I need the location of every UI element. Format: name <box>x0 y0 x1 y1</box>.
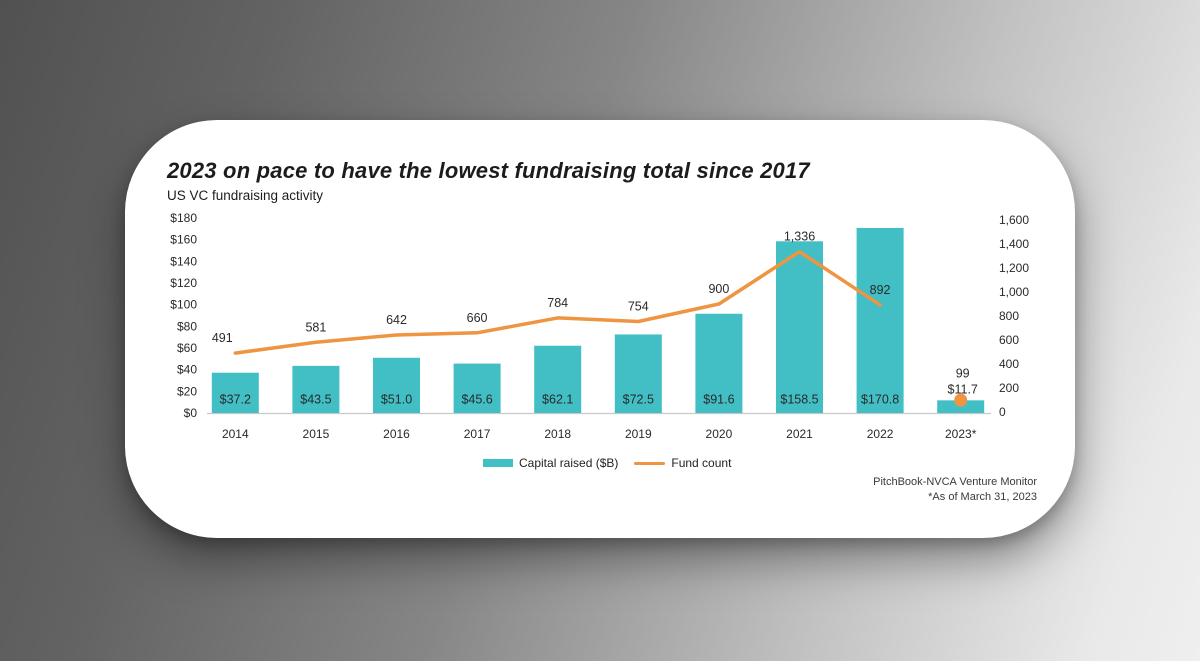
fund-count-label: 660 <box>467 311 488 325</box>
right-axis-tick: 0 <box>999 405 1006 419</box>
left-axis-tick: $40 <box>177 363 197 377</box>
chart-plot-area: $0 $20 $40 $60 $80 $100 $120 $140 $160 $180 0 200 40… <box>170 211 1029 441</box>
capital-raised-swatch <box>483 459 513 467</box>
x-axis-label-2021: 2021 <box>786 427 813 441</box>
chart-subtitle: US VC fundraising activity <box>167 188 324 203</box>
left-axis-tick: $0 <box>184 406 198 420</box>
fund-count-line <box>233 249 882 355</box>
bar-2016 <box>373 357 420 413</box>
right-axis-tick: 1,200 <box>999 261 1029 275</box>
right-axis-tick: 600 <box>999 333 1019 347</box>
bar-2018 <box>534 345 582 413</box>
left-axis-tick: $60 <box>177 341 197 355</box>
bar-value-label: $45.6 <box>461 393 492 407</box>
x-axis-label-2018: 2018 <box>544 427 571 441</box>
right-axis-tick: 1,400 <box>999 237 1029 251</box>
bar-value-label: $158.5 <box>780 393 818 407</box>
chart-legend: Capital raised ($B) Fund count <box>483 456 731 470</box>
fund-count-label: 642 <box>386 313 407 327</box>
fund-count-label: 784 <box>547 296 568 310</box>
bar-2019 <box>614 334 662 413</box>
x-axis-label-2023: 2023* <box>945 427 977 441</box>
fund-count-label: 581 <box>305 320 326 334</box>
bar-2015 <box>292 365 340 413</box>
bar-value-label: $11.7 <box>948 383 978 397</box>
chart-title: 2023 on pace to have the lowest fundrais… <box>167 158 810 183</box>
left-axis-tick: $100 <box>170 298 197 312</box>
right-axis-tick: 200 <box>999 381 1019 395</box>
x-axis-label-2020: 2020 <box>706 427 733 441</box>
fund-count-label: 491 <box>212 331 233 345</box>
bar-2023 <box>937 400 985 413</box>
right-axis-tick: 1,600 <box>999 213 1029 227</box>
bar-value-label: $51.0 <box>381 393 412 407</box>
fund-count-label: 900 <box>708 282 729 296</box>
bar-value-label: $62.1 <box>542 393 573 407</box>
left-axis-tick: $20 <box>177 384 197 398</box>
fund-count-label: 754 <box>628 300 649 314</box>
fund-count-dot-2023 <box>954 393 968 407</box>
x-axis-label-2019: 2019 <box>625 427 652 441</box>
bar-value-label: $43.5 <box>300 393 331 407</box>
left-axis-tick: $140 <box>170 254 197 268</box>
bar-2014 <box>211 372 259 413</box>
source-attribution: PitchBook-NVCA Venture Monitor *As of Ma… <box>873 475 1037 505</box>
bar-2022 <box>856 227 904 413</box>
legend-label-capital-raised: Capital raised ($B) <box>519 456 619 470</box>
right-axis-tick: 400 <box>999 357 1019 371</box>
chart-card: 2023 on pace to have the lowest fundrais… <box>125 120 1075 538</box>
x-axis-label-2015: 2015 <box>303 427 330 441</box>
left-axis-tick: $160 <box>170 233 197 247</box>
bar-value-label: $91.6 <box>703 393 734 407</box>
bar-value-label: $37.2 <box>220 393 251 407</box>
left-axis-tick: $80 <box>177 319 197 333</box>
right-axis-tick: 800 <box>999 309 1019 323</box>
fund-count-line-swatch <box>634 461 666 465</box>
bar-2021 <box>776 241 823 413</box>
left-axis-tick: $180 <box>170 211 197 225</box>
fund-count-label: 1,336 <box>784 230 815 244</box>
x-axis-label-2014: 2014 <box>222 427 249 441</box>
bar-2017 <box>453 363 501 413</box>
bar-2020 <box>695 313 743 413</box>
fund-count-label: 99 <box>956 367 970 381</box>
left-axis-tick: $120 <box>170 276 197 290</box>
x-axis-label-2016: 2016 <box>383 427 410 441</box>
fund-count-label: 892 <box>870 283 891 297</box>
source-line-2: *As of March 31, 2023 <box>928 491 1037 503</box>
right-axis-tick: 1,000 <box>999 285 1029 299</box>
source-line-1: PitchBook-NVCA Venture Monitor <box>873 476 1037 488</box>
legend-label-fund-count: Fund count <box>671 456 732 470</box>
x-axis-label-2017: 2017 <box>464 427 491 441</box>
bar-value-label: $170.8 <box>861 393 899 407</box>
x-axis-label-2022: 2022 <box>867 427 894 441</box>
bar-value-label: $72.5 <box>623 393 654 407</box>
